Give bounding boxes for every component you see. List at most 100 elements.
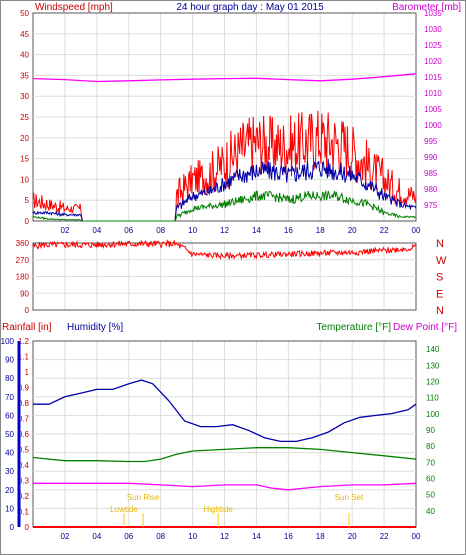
- rainfall-tick-label: 0.9: [18, 384, 30, 393]
- rainfall-tick-label: 0.4: [18, 461, 30, 470]
- x-tick-label: 08: [156, 226, 165, 235]
- compass-label: S: [436, 272, 443, 284]
- x-tick-label: 08: [156, 532, 165, 541]
- windspeed-tick-label: 45: [20, 30, 29, 39]
- temperature-tick-label: 110: [426, 394, 439, 403]
- barometer-tick-label: 1010: [424, 89, 442, 98]
- temperature-tick-label: 100: [426, 410, 440, 419]
- compass-label: E: [436, 288, 443, 300]
- x-tick-label: 20: [348, 226, 357, 235]
- humidity-tick-label: 90: [5, 356, 14, 365]
- x-tick-label: 02: [60, 532, 69, 541]
- x-tick-label: 18: [316, 226, 325, 235]
- x-tick-label: 04: [92, 532, 101, 541]
- temperature-tick-label: 40: [426, 507, 435, 516]
- rainfall-tick-label: 0.5: [18, 446, 30, 455]
- windspeed-tick-label: 20: [20, 134, 29, 143]
- humidity-tick-label: 0: [10, 523, 15, 532]
- x-tick-label: 16: [284, 532, 293, 541]
- direction-tick-label: 0: [25, 306, 30, 315]
- windspeed-tick-label: 5: [25, 196, 30, 205]
- barometer-tick-label: 1035: [424, 9, 442, 18]
- rainfall-tick-label: 1.1: [18, 353, 30, 362]
- x-tick-label: 04: [92, 226, 101, 235]
- barometer-tick-label: 990: [424, 153, 438, 162]
- series-line-0: [33, 379, 417, 443]
- rainfall-tick-label: 0.3: [18, 477, 30, 486]
- humidity-tick-label: 30: [5, 467, 14, 476]
- temperature-tick-label: 140: [426, 345, 440, 354]
- rainfall-tick-label: 0.7: [18, 415, 30, 424]
- barometer-tick-label: 995: [424, 137, 438, 146]
- barometer-tick-label: 1000: [424, 121, 442, 130]
- temperature-tick-label: 90: [426, 426, 435, 435]
- temperature-tick-label: 50: [426, 491, 435, 500]
- annotation-label: Hightide: [203, 505, 233, 514]
- series-line-2: [33, 482, 417, 491]
- x-tick-label: 22: [380, 226, 389, 235]
- annotation-label: Sun Set: [335, 493, 364, 502]
- windspeed-axis-title: Windspeed [mph]: [35, 2, 113, 13]
- direction-tick-label: 270: [16, 256, 30, 265]
- barometer-tick-label: 980: [424, 185, 438, 194]
- humidity-axis-title: Humidity [%]: [67, 322, 123, 333]
- humidity-tick-label: 70: [5, 393, 14, 402]
- barometer-tick-label: 1005: [424, 105, 442, 114]
- barometer-line: [32, 73, 417, 83]
- windspeed-tick-label: 15: [20, 155, 29, 164]
- humidity-tick-label: 40: [5, 449, 14, 458]
- compass-label: N: [436, 305, 444, 317]
- compass-label: W: [436, 255, 447, 267]
- rainfall-tick-label: 0: [25, 523, 30, 532]
- windspeed-series-line: [32, 189, 417, 222]
- windspeed-tick-label: 30: [20, 92, 29, 101]
- x-tick-label: 16: [284, 226, 293, 235]
- windspeed-tick-label: 40: [20, 51, 29, 60]
- dewpoint-axis-title: Dew Point [°F]: [393, 322, 457, 333]
- barometer-axis-title: Barometer [mb]: [392, 2, 461, 13]
- humidity-tick-label: 20: [5, 486, 14, 495]
- compass-label: N: [436, 238, 444, 250]
- barometer-tick-label: 975: [424, 201, 438, 210]
- humidity-tick-label: 50: [5, 430, 14, 439]
- x-tick-label: 18: [316, 532, 325, 541]
- direction-tick-label: 180: [16, 273, 30, 282]
- rainfall-tick-label: 0.2: [18, 492, 30, 501]
- humidity-tick-label: 80: [5, 374, 14, 383]
- x-tick-label: 00: [412, 532, 421, 541]
- x-tick-label: 20: [348, 532, 357, 541]
- x-tick-label: 00: [412, 226, 421, 235]
- windspeed-tick-label: 50: [20, 9, 29, 18]
- rainfall-tick-label: 0.6: [18, 430, 30, 439]
- windspeed-tick-label: 10: [20, 175, 29, 184]
- direction-tick-label: 360: [16, 239, 30, 248]
- x-tick-label: 02: [60, 226, 69, 235]
- rainfall-tick-label: 0.8: [18, 399, 30, 408]
- temperature-tick-label: 60: [426, 474, 435, 483]
- x-tick-label: 06: [124, 226, 133, 235]
- series-line-1: [32, 447, 417, 463]
- humidity-tick-label: 100: [1, 337, 15, 346]
- temperature-tick-label: 80: [426, 442, 435, 451]
- annotation-label: Lowtide: [110, 505, 138, 514]
- x-tick-label: 10: [188, 532, 197, 541]
- barometer-tick-label: 1025: [424, 41, 442, 50]
- temperature-tick-label: 70: [426, 458, 435, 467]
- direction-tick-label: 90: [20, 289, 29, 298]
- x-tick-label: 12: [220, 532, 229, 541]
- barometer-tick-label: 1020: [424, 57, 442, 66]
- barometer-tick-label: 985: [424, 169, 438, 178]
- windspeed-tick-label: 35: [20, 71, 29, 80]
- temperature-tick-label: 130: [426, 361, 440, 370]
- humidity-tick-label: 60: [5, 411, 14, 420]
- x-tick-label: 06: [124, 532, 133, 541]
- x-tick-label: 12: [220, 226, 229, 235]
- rainfall-tick-label: 1: [25, 368, 30, 377]
- temperature-tick-label: 120: [426, 377, 440, 386]
- chart-title: 24 hour graph day : May 01 2015: [176, 2, 324, 13]
- wind-direction-line: [32, 239, 417, 261]
- x-tick-label: 22: [380, 532, 389, 541]
- rainfall-tick-label: 0.1: [18, 508, 30, 517]
